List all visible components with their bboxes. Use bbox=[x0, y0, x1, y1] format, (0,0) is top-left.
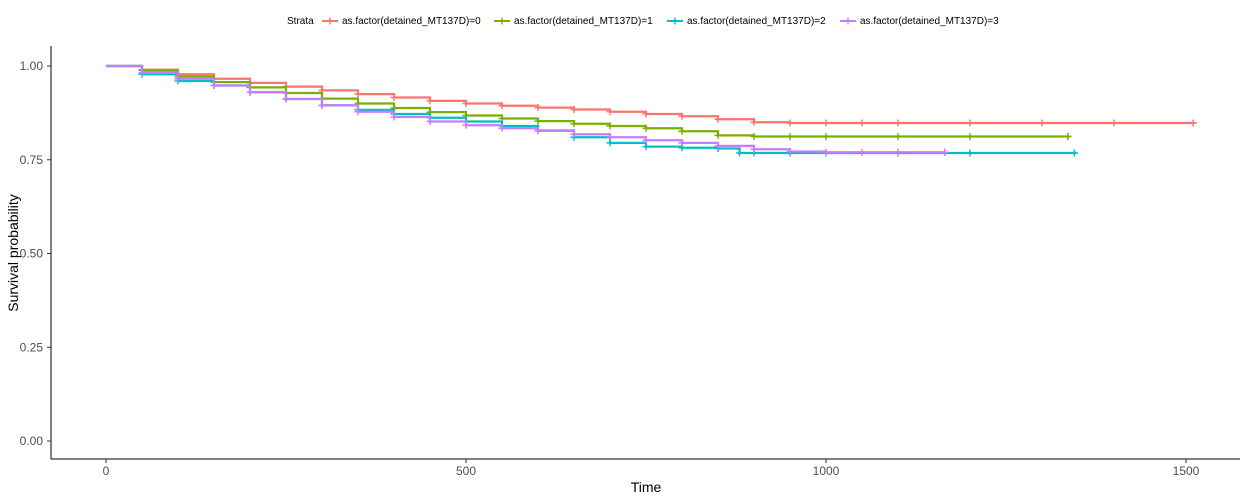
legend-label: as.factor(detained_MT137D)=0 bbox=[342, 16, 481, 27]
censor-mark bbox=[822, 148, 830, 156]
censor-mark bbox=[786, 148, 794, 155]
censor-mark bbox=[678, 139, 686, 147]
y-tick-label: 1.00 bbox=[20, 59, 44, 73]
y-axis-ticks: 0.00 0.25 0.50 0.75 1.00 bbox=[20, 59, 51, 448]
censor-mark bbox=[642, 110, 650, 118]
censor-mark bbox=[966, 149, 974, 157]
censor-mark bbox=[498, 102, 506, 110]
censor-mark bbox=[1038, 119, 1046, 127]
censor-mark bbox=[318, 101, 326, 109]
plot-area bbox=[106, 64, 1197, 157]
censor-mark bbox=[606, 122, 614, 130]
censor-mark bbox=[858, 148, 866, 156]
censor-mark bbox=[678, 112, 686, 120]
censor-mark bbox=[678, 127, 686, 135]
censor-mark bbox=[736, 149, 744, 157]
x-tick-label: 500 bbox=[456, 464, 476, 478]
censor-mark bbox=[426, 97, 434, 105]
censor-mark bbox=[1070, 149, 1078, 157]
censor-mark bbox=[786, 119, 794, 127]
censor-mark bbox=[534, 127, 542, 135]
legend-key-mark bbox=[671, 17, 679, 25]
censor-mark bbox=[570, 130, 578, 138]
series-line-1 bbox=[106, 64, 1068, 138]
censor-mark bbox=[714, 131, 722, 139]
legend-key-mark bbox=[326, 17, 334, 25]
censor-mark bbox=[462, 100, 470, 107]
censor-mark bbox=[606, 133, 614, 141]
censor-mark bbox=[750, 118, 758, 126]
censor-mark bbox=[642, 136, 650, 144]
censor-mark bbox=[642, 143, 650, 151]
censor-mark bbox=[138, 69, 146, 77]
censor-mark bbox=[282, 95, 290, 103]
legend-key-mark bbox=[498, 17, 506, 25]
censor-mark bbox=[498, 124, 506, 132]
censor-mark bbox=[786, 133, 794, 140]
censor-mark bbox=[606, 108, 614, 116]
x-tick-label: 1500 bbox=[1173, 464, 1200, 478]
legend-label: as.factor(detained_MT137D)=3 bbox=[860, 16, 999, 27]
censor-mark bbox=[354, 108, 362, 116]
censor-mark bbox=[570, 106, 578, 113]
censor-mark bbox=[354, 90, 362, 98]
x-tick-label: 0 bbox=[103, 464, 110, 478]
y-tick-label: 0.75 bbox=[20, 153, 44, 167]
censor-mark bbox=[941, 148, 949, 156]
censor-mark bbox=[174, 75, 182, 83]
censor-mark bbox=[534, 104, 542, 112]
censor-mark bbox=[390, 113, 398, 121]
censor-mark bbox=[822, 119, 830, 127]
censor-mark bbox=[894, 148, 902, 156]
censor-mark bbox=[1110, 119, 1118, 127]
y-axis-title: Survival probability bbox=[5, 194, 21, 312]
censor-mark bbox=[894, 133, 902, 140]
censor-mark bbox=[1189, 119, 1197, 127]
legend-label: as.factor(detained_MT137D)=2 bbox=[687, 16, 826, 27]
y-tick-label: 0.25 bbox=[20, 340, 44, 354]
censor-mark bbox=[894, 119, 902, 127]
legend-title: Strata bbox=[287, 16, 314, 27]
x-axis-title: Time bbox=[631, 479, 662, 495]
censor-mark bbox=[210, 82, 218, 89]
censor-mark bbox=[1064, 133, 1072, 140]
censor-mark bbox=[750, 145, 758, 153]
x-tick-label: 1000 bbox=[813, 464, 840, 478]
censor-mark bbox=[570, 120, 578, 128]
censor-mark bbox=[426, 118, 434, 125]
y-tick-label: 0.50 bbox=[20, 247, 44, 261]
legend-label: as.factor(detained_MT137D)=1 bbox=[514, 16, 653, 27]
censor-mark bbox=[390, 94, 398, 101]
x-axis-ticks: 0 500 1000 1500 bbox=[103, 459, 1200, 478]
censor-mark bbox=[858, 119, 866, 127]
censor-mark bbox=[246, 88, 254, 96]
censor-mark bbox=[714, 142, 722, 150]
censor-mark bbox=[642, 124, 650, 132]
legend-key-mark bbox=[844, 17, 852, 25]
legend: Strata as.factor(detained_MT137D)=0 as.fac… bbox=[287, 16, 999, 27]
censor-mark bbox=[534, 117, 542, 125]
censor-mark bbox=[966, 119, 974, 127]
censor-mark bbox=[966, 133, 974, 140]
y-tick-label: 0.00 bbox=[20, 434, 44, 448]
series-line-0 bbox=[106, 64, 1194, 125]
censor-mark bbox=[714, 115, 722, 123]
censor-mark bbox=[822, 133, 830, 140]
censor-mark bbox=[750, 133, 758, 140]
censor-mark bbox=[462, 121, 470, 129]
